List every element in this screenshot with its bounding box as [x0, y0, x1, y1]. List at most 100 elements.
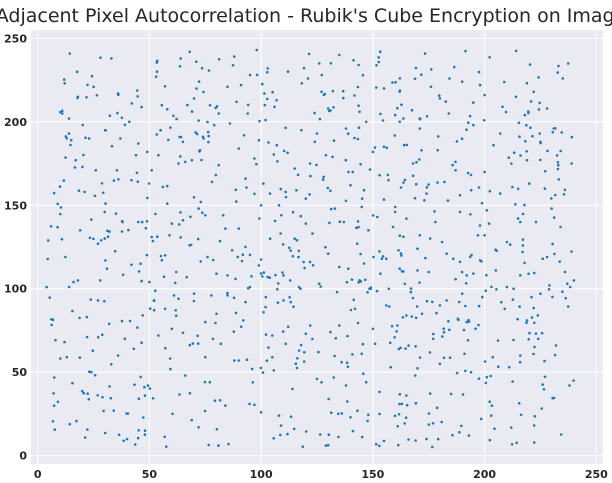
data-point	[393, 210, 397, 214]
data-point	[110, 144, 114, 148]
data-point	[344, 199, 348, 203]
data-point	[467, 320, 471, 323]
data-point	[532, 424, 536, 427]
data-point	[351, 170, 355, 174]
data-point	[503, 80, 506, 84]
data-point	[145, 253, 149, 257]
data-point	[505, 240, 509, 244]
data-point	[144, 226, 148, 230]
data-point	[168, 234, 171, 237]
data-point	[338, 265, 341, 269]
data-point	[284, 195, 288, 199]
data-point	[188, 343, 192, 347]
data-point	[143, 394, 147, 397]
data-point	[559, 433, 563, 436]
data-point	[104, 259, 107, 262]
data-point	[293, 237, 297, 240]
data-point	[415, 160, 418, 164]
data-point	[159, 128, 162, 132]
data-point	[515, 441, 518, 445]
data-point	[464, 282, 468, 285]
data-point	[102, 409, 105, 413]
data-point	[570, 135, 574, 139]
data-point	[523, 113, 527, 117]
data-point	[514, 203, 517, 206]
data-point	[304, 197, 308, 200]
data-point	[425, 299, 429, 303]
data-point	[436, 148, 440, 152]
data-point	[425, 192, 428, 195]
data-point	[556, 167, 560, 171]
data-point	[445, 299, 448, 302]
data-point	[525, 81, 529, 85]
data-point	[461, 393, 465, 396]
data-point	[430, 68, 433, 71]
data-point	[233, 55, 236, 58]
data-point	[398, 402, 401, 406]
data-point	[378, 250, 381, 253]
data-point	[477, 377, 481, 381]
data-point	[415, 305, 419, 308]
data-point	[133, 443, 137, 446]
data-point	[258, 217, 261, 220]
data-point	[400, 269, 404, 273]
data-point	[497, 365, 500, 369]
data-point	[326, 186, 330, 190]
y-tick-label: 50	[12, 366, 28, 379]
data-point	[245, 358, 249, 362]
data-point	[483, 360, 487, 363]
data-point	[157, 334, 160, 337]
data-point	[409, 290, 413, 294]
data-point	[338, 324, 341, 327]
data-point	[63, 82, 66, 85]
data-point	[445, 252, 448, 255]
data-point	[356, 321, 360, 325]
data-point	[333, 354, 336, 358]
data-point	[431, 300, 434, 304]
data-point	[538, 101, 541, 105]
data-point	[483, 93, 486, 97]
data-point	[196, 342, 200, 345]
data-point	[240, 259, 244, 263]
data-point	[112, 409, 115, 412]
data-point	[120, 230, 124, 233]
data-point	[466, 171, 470, 175]
data-point	[451, 433, 454, 437]
data-point	[435, 311, 438, 315]
data-point	[476, 234, 480, 237]
data-point	[398, 234, 402, 237]
data-point	[563, 270, 567, 274]
data-point	[250, 367, 254, 371]
data-point	[352, 59, 355, 62]
data-point	[130, 102, 134, 105]
data-point	[56, 202, 59, 206]
data-point	[393, 414, 397, 418]
data-point	[566, 282, 569, 286]
data-point	[357, 281, 360, 284]
data-point	[528, 331, 531, 335]
data-point	[174, 314, 178, 318]
data-point	[355, 242, 359, 245]
data-point	[356, 220, 360, 223]
data-point	[409, 287, 413, 290]
data-point	[521, 212, 525, 216]
data-point	[195, 87, 198, 90]
data-point	[71, 309, 74, 313]
data-point	[425, 115, 429, 118]
data-point	[324, 245, 327, 249]
data-point	[121, 273, 125, 277]
data-point	[61, 112, 64, 115]
data-point	[460, 80, 464, 83]
data-point	[362, 188, 366, 192]
y-tick-label: 250	[4, 32, 27, 45]
data-point	[433, 210, 436, 213]
x-tick-labels: 0 50 100 150 200 250	[34, 468, 608, 481]
data-point	[54, 338, 57, 342]
data-point	[397, 347, 401, 351]
data-point	[364, 120, 368, 124]
data-point	[572, 279, 576, 282]
data-point	[562, 193, 566, 196]
data-point	[53, 376, 56, 379]
data-point	[281, 271, 284, 274]
data-point	[464, 49, 467, 53]
